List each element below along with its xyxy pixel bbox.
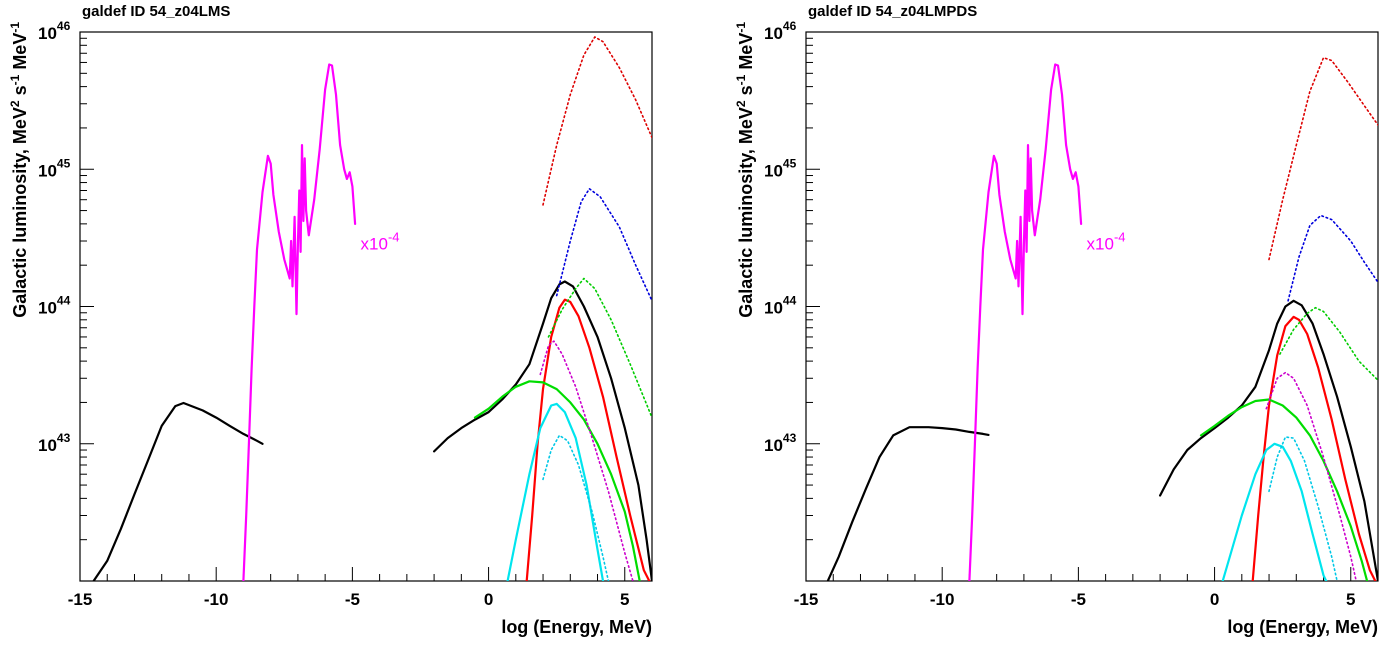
chart1-series-10-dotted [539, 340, 634, 581]
chart1-series-5-solid [473, 380, 641, 581]
chart2-series-1-solid [826, 426, 990, 581]
chart2-y-tick-label: 1044 [764, 294, 797, 318]
chart2-series-6-solid [1221, 442, 1328, 581]
chart1-y-tick-label: 1046 [38, 19, 71, 43]
chart2-x-tick-label: -15 [794, 590, 819, 609]
chart2-y-tick-exponent: 44 [783, 294, 797, 308]
chart1-series-8-dotted [555, 188, 652, 302]
chart2-title: galdef ID 54_z04LMPDS [808, 3, 977, 20]
chart1-scale-annotation: x10-4 [361, 230, 400, 254]
chart2-scale-annotation: x10-4 [1087, 230, 1126, 254]
chart2-scale-annotation-exponent: -4 [1114, 230, 1126, 245]
chart1-series-group [92, 36, 652, 581]
chart2-x-tick-label: -10 [930, 590, 955, 609]
chart1-series-7-dotted [542, 36, 652, 206]
chart1-y-tick-label: 1044 [38, 294, 71, 318]
chart2-series-4-solid [1251, 315, 1377, 581]
chart1-y-tick-exponent: 45 [57, 156, 71, 170]
chart2-series-group [826, 56, 1378, 581]
chart1-title: galdef ID 54_z04LMS [82, 3, 230, 20]
chart1-scale-annotation-exponent: -4 [388, 230, 400, 245]
chart2-y-tick-exponent: 43 [783, 431, 797, 445]
chart2-x-tick-label: 5 [1346, 590, 1355, 609]
chart1-series-11-dotted [542, 434, 610, 581]
chart2-x-tick-label: 0 [1210, 590, 1219, 609]
chart1-y-tick-exponent: 43 [57, 431, 71, 445]
chart2-series-11-dotted [1268, 436, 1338, 581]
chart2-y-tick-label: 1045 [764, 156, 797, 180]
chart1-series-1-solid [92, 401, 264, 581]
chart1-y-tick-label: 1045 [38, 156, 71, 180]
chart1-series-3-solid [433, 280, 652, 581]
chart2-panel: -15 -10 -5 0 5 1043 1044 1045 1046 galdef ID 54_z… [734, 3, 1379, 637]
chart2-y-tick-exponent: 46 [783, 19, 797, 33]
chart1-x-tick-label: 5 [620, 590, 629, 609]
chart1-series-2-solid [242, 63, 357, 581]
chart2-y-tick-label: 1043 [764, 431, 797, 455]
chart2-series-2-solid [968, 63, 1083, 581]
chart1-panel: -15 -10 -5 0 5 1043 1044 1045 1046 galdef ID 54_z… [8, 3, 653, 637]
chart2-plot-frame [805, 31, 1379, 582]
chart2-series-3-solid [1159, 299, 1378, 581]
chart1-x-tick-label: 0 [484, 590, 493, 609]
chart1-x-tick-label: -15 [68, 590, 93, 609]
chart1-y-axis-label: Galactic luminosity, MeV2 s-1 MeV-1 [8, 22, 30, 318]
chart1-y-tick-label: 1043 [38, 431, 71, 455]
chart2-y-axis-label: Galactic luminosity, MeV2 s-1 MeV-1 [734, 22, 756, 318]
chart2-x-axis-label: log (Energy, MeV) [1227, 617, 1378, 637]
chart1-series-9-dotted [547, 277, 652, 419]
chart1-x-tick-label: -5 [345, 590, 360, 609]
chart1-plot-frame [79, 31, 653, 582]
chart1-series-4-solid [525, 298, 651, 581]
chart1-series-6-solid [506, 402, 605, 581]
chart1-x-tick-label: -10 [204, 590, 229, 609]
chart2-series-7-dotted [1268, 56, 1378, 261]
chart1-x-axis-label: log (Energy, MeV) [501, 617, 652, 637]
chart1-y-tick-exponent: 46 [57, 19, 71, 33]
chart1-y-tick-exponent: 44 [57, 294, 71, 308]
chart2-y-tick-exponent: 45 [783, 156, 797, 170]
chart2-series-9-dotted [1279, 306, 1378, 382]
chart2-series-8-dotted [1287, 214, 1378, 302]
chart2-series-10-dotted [1265, 371, 1357, 581]
chart2-series-5-solid [1199, 398, 1369, 581]
chart2-y-tick-label: 1046 [764, 19, 797, 43]
chart2-x-tick-label: -5 [1071, 590, 1086, 609]
